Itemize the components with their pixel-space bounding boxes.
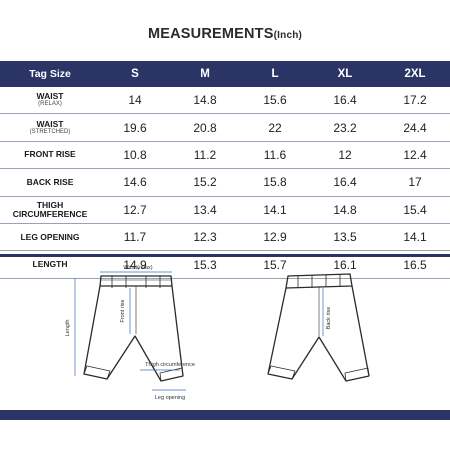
title-unit: (Inch) [273, 30, 303, 41]
row-sublabel: (STRETCHED) [29, 128, 71, 135]
section-divider [0, 254, 450, 257]
header-size: M [200, 68, 210, 80]
row-label: WAIST (RELAX) [0, 87, 100, 115]
table-row: WAIST (STRETCHED) 19.6 20.8 22 23.2 24.4 [0, 113, 450, 142]
table-cell: 13.5 [310, 223, 380, 252]
back-belt-loops [297, 274, 341, 288]
table-cell: 14.1 [380, 223, 450, 252]
table-cell: 13.4 [170, 196, 240, 224]
table-row: LENGTH 14.9 15.3 15.7 16.1 16.5 [0, 250, 450, 279]
table-cell: 22 [240, 113, 310, 142]
measure-lines [74, 271, 186, 391]
bottom-bar [0, 410, 450, 420]
table-cell: 12.4 [380, 141, 450, 170]
table-cell: 15.4 [380, 196, 450, 224]
table-cell: 16.4 [310, 87, 380, 115]
table-cell: 23.2 [310, 113, 380, 142]
front-rise-label: Front rise [120, 299, 126, 322]
table-cell: 20.8 [170, 113, 240, 142]
size-chart-table: Tag Size S M L XL 2XL WAIST (RELAX) 14 14… [0, 61, 450, 279]
page-title: MEASUREMENTS(Inch) [0, 26, 450, 42]
header-tag-size: Tag Size [29, 68, 71, 80]
table-cell: 12.7 [100, 196, 170, 224]
header-size: 2XL [404, 68, 426, 80]
table-cell: 15.2 [170, 168, 240, 197]
length-label: Length [65, 320, 71, 337]
table-row: THIGH CIRCUMFERENCE 12.7 13.4 14.1 14.8 … [0, 196, 450, 224]
table-cell: 24.4 [380, 113, 450, 142]
table-cell: 14 [100, 87, 170, 115]
table-cell: 14.1 [240, 196, 310, 224]
header-size: L [271, 68, 279, 80]
front-shorts-outline [83, 275, 184, 382]
row-label-text: WAIST [36, 118, 64, 129]
thigh-label: Thigh circumference [145, 362, 195, 368]
table-cell: 14.6 [100, 168, 170, 197]
table-cell: 16.4 [310, 168, 380, 197]
table-row: BACK RISE 14.6 15.2 15.8 16.4 17 [0, 168, 450, 197]
row-label: THIGH CIRCUMFERENCE [0, 196, 100, 224]
table-header-bar [0, 61, 450, 87]
row-label: WAIST (STRETCHED) [0, 113, 100, 142]
table-cell: 12.3 [170, 223, 240, 252]
shorts-measurement-diagram: Waist(relax) Length Front rise Thigh cir… [65, 265, 370, 401]
table-cell: 14.8 [310, 196, 380, 224]
front-belt-loops [111, 276, 161, 288]
row-label: LEG OPENING [0, 223, 100, 252]
header-size: XL [337, 68, 353, 80]
back-rise-label: Back rise [326, 307, 332, 330]
table-cell: 11.6 [240, 141, 310, 170]
waist-label: Waist(relax) [123, 265, 152, 271]
row-label-text: WAIST [36, 91, 64, 102]
header-size: S [131, 68, 139, 80]
table-row: FRONT RISE 10.8 11.2 11.6 12 12.4 [0, 141, 450, 170]
title-main: MEASUREMENTS [147, 26, 274, 42]
row-label: BACK RISE [0, 168, 100, 197]
table-cell: 15.6 [240, 87, 310, 115]
table-row: LEG OPENING 11.7 12.3 12.9 13.5 14.1 [0, 223, 450, 252]
row-sublabel: (RELAX) [38, 101, 62, 108]
table-cell: 14.8 [170, 87, 240, 115]
table-header-row: Tag Size S M L XL 2XL [0, 61, 450, 87]
table-cell: 12.9 [240, 223, 310, 252]
back-shorts-outline [267, 273, 370, 382]
leg-opening-label: Leg opening [155, 395, 185, 401]
table-cell: 10.8 [100, 141, 170, 170]
table-cell: 11.2 [170, 141, 240, 170]
table-cell: 17.2 [380, 87, 450, 115]
row-label: FRONT RISE [0, 141, 100, 170]
table-row: WAIST (RELAX) 14 14.8 15.6 16.4 17.2 [0, 87, 450, 115]
table-cell: 17 [380, 168, 450, 197]
table-cell: 12 [310, 141, 380, 170]
table-cell: 11.7 [100, 223, 170, 252]
table-cell: 19.6 [100, 113, 170, 142]
table-cell: 15.8 [240, 168, 310, 197]
